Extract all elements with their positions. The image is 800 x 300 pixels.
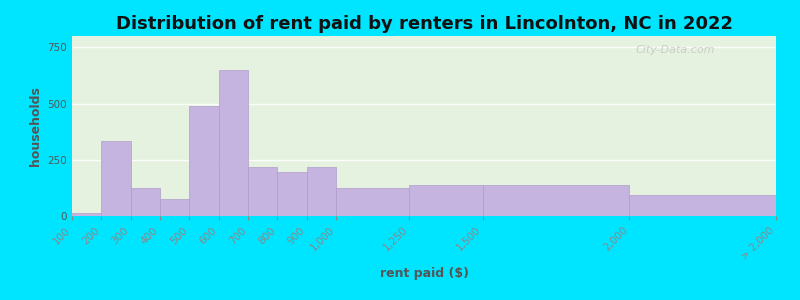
Bar <box>218 70 248 216</box>
Bar <box>410 184 482 216</box>
Title: Distribution of rent paid by renters in Lincolnton, NC in 2022: Distribution of rent paid by renters in … <box>115 15 733 33</box>
Bar <box>248 167 278 216</box>
Bar <box>482 184 630 216</box>
Bar <box>102 141 130 216</box>
Bar <box>630 195 776 216</box>
Bar <box>336 188 410 216</box>
Bar <box>190 106 218 216</box>
Bar <box>278 172 306 216</box>
Bar <box>306 167 336 216</box>
Text: City-Data.com: City-Data.com <box>635 45 714 55</box>
Bar <box>72 213 102 216</box>
Y-axis label: households: households <box>29 86 42 166</box>
Bar <box>130 188 160 216</box>
X-axis label: rent paid ($): rent paid ($) <box>379 267 469 280</box>
Bar <box>160 199 190 216</box>
